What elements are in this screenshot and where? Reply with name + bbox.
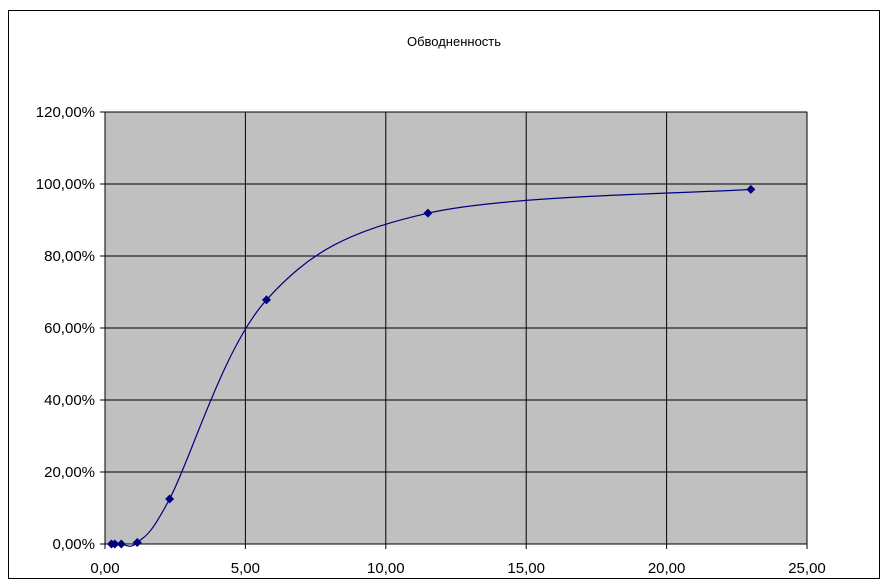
x-tick-label: 10,00 [367, 560, 405, 577]
data-point-marker [116, 539, 126, 549]
data-point-marker [746, 184, 756, 194]
y-tick-label: 80,00% [44, 248, 95, 265]
y-tick-label: 40,00% [44, 392, 95, 409]
y-tick-label: 0,00% [52, 536, 95, 553]
x-tick-label: 20,00 [648, 560, 686, 577]
series-layer [106, 184, 756, 549]
x-tick-label: 25,00 [788, 560, 826, 577]
data-point-marker [132, 538, 142, 548]
tick-labels: 0,00 5,00 10,00 15,00 20,00 25,00 0,00% 20,00% 4… [36, 104, 826, 577]
y-tick-label: 20,00% [44, 464, 95, 481]
grid-lines [105, 111, 808, 544]
chart-title: Обводненность [407, 34, 501, 49]
y-tick-label: 100,00% [36, 176, 95, 193]
data-point-marker [423, 208, 433, 218]
data-point-marker [110, 539, 120, 549]
axes [100, 111, 808, 549]
x-tick-label: 15,00 [507, 560, 545, 577]
x-tick-label: 5,00 [231, 560, 260, 577]
y-tick-label: 120,00% [36, 104, 95, 121]
data-point-marker [261, 295, 271, 305]
data-point-marker [165, 494, 175, 504]
x-tick-label: 0,00 [90, 560, 119, 577]
y-tick-label: 60,00% [44, 320, 95, 337]
